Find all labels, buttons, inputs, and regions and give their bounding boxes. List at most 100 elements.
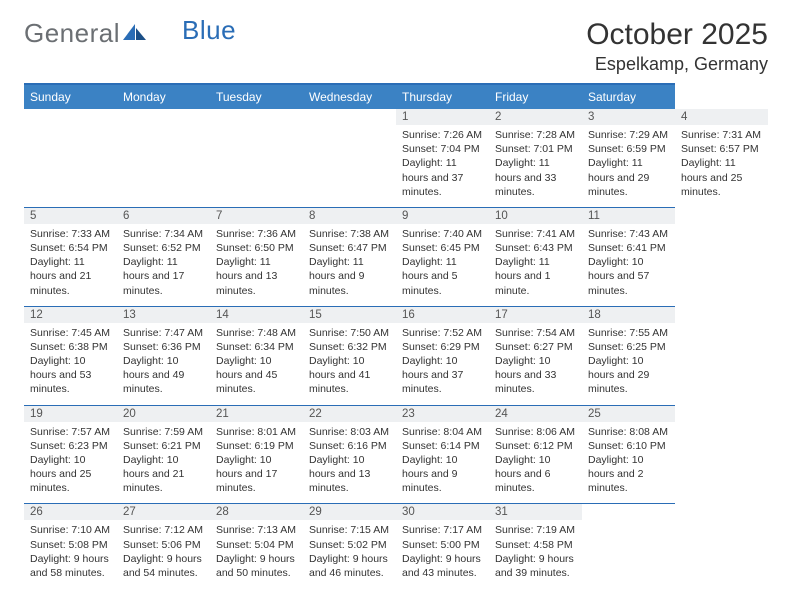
daynum-row: 19202122232425 — [24, 405, 768, 422]
col-thursday: Thursday — [396, 84, 489, 109]
day-number-cell — [582, 504, 675, 521]
day-content-cell: Sunrise: 7:57 AMSunset: 6:23 PMDaylight:… — [24, 422, 117, 504]
day-number-cell: 9 — [396, 207, 489, 224]
location: Espelkamp, Germany — [586, 54, 768, 75]
day-number-cell: 20 — [117, 405, 210, 422]
day-number-cell: 15 — [303, 306, 396, 323]
day-number-cell: 4 — [675, 109, 768, 125]
day-number-cell: 22 — [303, 405, 396, 422]
content-row: Sunrise: 7:10 AMSunset: 5:08 PMDaylight:… — [24, 520, 768, 588]
day-content-cell: Sunrise: 7:52 AMSunset: 6:29 PMDaylight:… — [396, 323, 489, 405]
day-content-cell: Sunrise: 7:38 AMSunset: 6:47 PMDaylight:… — [303, 224, 396, 306]
day-number-cell: 14 — [210, 306, 303, 323]
day-content-cell: Sunrise: 7:43 AMSunset: 6:41 PMDaylight:… — [582, 224, 675, 306]
day-number-cell: 30 — [396, 504, 489, 521]
day-content-cell: Sunrise: 7:26 AMSunset: 7:04 PMDaylight:… — [396, 125, 489, 207]
day-content-cell: Sunrise: 7:17 AMSunset: 5:00 PMDaylight:… — [396, 520, 489, 588]
day-content-cell: Sunrise: 7:48 AMSunset: 6:34 PMDaylight:… — [210, 323, 303, 405]
day-number-cell: 11 — [582, 207, 675, 224]
weekday-header-row: Sunday Monday Tuesday Wednesday Thursday… — [24, 84, 768, 109]
col-saturday: Saturday — [582, 84, 675, 109]
col-sunday: Sunday — [24, 84, 117, 109]
calendar-page: General Blue October 2025 Espelkamp, Ger… — [0, 0, 792, 606]
content-row: Sunrise: 7:26 AMSunset: 7:04 PMDaylight:… — [24, 125, 768, 207]
day-content-cell: Sunrise: 7:10 AMSunset: 5:08 PMDaylight:… — [24, 520, 117, 588]
day-content-cell: Sunrise: 7:34 AMSunset: 6:52 PMDaylight:… — [117, 224, 210, 306]
day-number-cell: 6 — [117, 207, 210, 224]
day-content-cell — [117, 125, 210, 207]
day-content-cell: Sunrise: 7:12 AMSunset: 5:06 PMDaylight:… — [117, 520, 210, 588]
day-number-cell: 1 — [396, 109, 489, 125]
day-content-cell — [582, 520, 675, 588]
day-content-cell: Sunrise: 7:45 AMSunset: 6:38 PMDaylight:… — [24, 323, 117, 405]
day-number-cell: 8 — [303, 207, 396, 224]
content-row: Sunrise: 7:33 AMSunset: 6:54 PMDaylight:… — [24, 224, 768, 306]
day-number-cell: 25 — [582, 405, 675, 422]
day-number-cell: 3 — [582, 109, 675, 125]
day-content-cell: Sunrise: 7:13 AMSunset: 5:04 PMDaylight:… — [210, 520, 303, 588]
day-content-cell: Sunrise: 7:19 AMSunset: 4:58 PMDaylight:… — [489, 520, 582, 588]
col-monday: Monday — [117, 84, 210, 109]
daynum-row: 1234 — [24, 109, 768, 125]
day-number-cell: 12 — [24, 306, 117, 323]
day-content-cell: Sunrise: 8:01 AMSunset: 6:19 PMDaylight:… — [210, 422, 303, 504]
day-content-cell — [303, 125, 396, 207]
day-number-cell: 7 — [210, 207, 303, 224]
day-number-cell — [117, 109, 210, 125]
day-content-cell: Sunrise: 7:28 AMSunset: 7:01 PMDaylight:… — [489, 125, 582, 207]
logo-sail-icon — [122, 18, 148, 49]
day-content-cell: Sunrise: 7:41 AMSunset: 6:43 PMDaylight:… — [489, 224, 582, 306]
day-number-cell: 31 — [489, 504, 582, 521]
day-content-cell: Sunrise: 7:31 AMSunset: 6:57 PMDaylight:… — [675, 125, 768, 207]
day-content-cell: Sunrise: 7:33 AMSunset: 6:54 PMDaylight:… — [24, 224, 117, 306]
daynum-row: 262728293031 — [24, 504, 768, 521]
day-number-cell: 5 — [24, 207, 117, 224]
day-number-cell: 10 — [489, 207, 582, 224]
col-tuesday: Tuesday — [210, 84, 303, 109]
logo: General Blue — [24, 18, 236, 49]
day-content-cell: Sunrise: 7:50 AMSunset: 6:32 PMDaylight:… — [303, 323, 396, 405]
header: General Blue October 2025 Espelkamp, Ger… — [24, 18, 768, 75]
day-number-cell: 18 — [582, 306, 675, 323]
day-content-cell — [24, 125, 117, 207]
day-number-cell: 2 — [489, 109, 582, 125]
day-content-cell: Sunrise: 8:06 AMSunset: 6:12 PMDaylight:… — [489, 422, 582, 504]
day-number-cell — [303, 109, 396, 125]
day-number-cell: 28 — [210, 504, 303, 521]
day-content-cell: Sunrise: 7:40 AMSunset: 6:45 PMDaylight:… — [396, 224, 489, 306]
day-content-cell: Sunrise: 7:15 AMSunset: 5:02 PMDaylight:… — [303, 520, 396, 588]
day-number-cell: 27 — [117, 504, 210, 521]
day-content-cell: Sunrise: 7:47 AMSunset: 6:36 PMDaylight:… — [117, 323, 210, 405]
col-friday: Friday — [489, 84, 582, 109]
day-content-cell: Sunrise: 7:59 AMSunset: 6:21 PMDaylight:… — [117, 422, 210, 504]
day-content-cell — [210, 125, 303, 207]
col-wednesday: Wednesday — [303, 84, 396, 109]
day-content-cell: Sunrise: 7:55 AMSunset: 6:25 PMDaylight:… — [582, 323, 675, 405]
title-block: October 2025 Espelkamp, Germany — [586, 18, 768, 75]
content-row: Sunrise: 7:57 AMSunset: 6:23 PMDaylight:… — [24, 422, 768, 504]
day-number-cell: 26 — [24, 504, 117, 521]
day-content-cell: Sunrise: 8:04 AMSunset: 6:14 PMDaylight:… — [396, 422, 489, 504]
day-content-cell: Sunrise: 8:03 AMSunset: 6:16 PMDaylight:… — [303, 422, 396, 504]
calendar-table: Sunday Monday Tuesday Wednesday Thursday… — [24, 83, 768, 588]
daynum-row: 567891011 — [24, 207, 768, 224]
day-number-cell: 16 — [396, 306, 489, 323]
day-number-cell — [210, 109, 303, 125]
day-number-cell: 13 — [117, 306, 210, 323]
day-number-cell: 24 — [489, 405, 582, 422]
day-number-cell — [24, 109, 117, 125]
month-title: October 2025 — [586, 18, 768, 52]
day-number-cell: 23 — [396, 405, 489, 422]
day-number-cell: 17 — [489, 306, 582, 323]
day-content-cell: Sunrise: 7:54 AMSunset: 6:27 PMDaylight:… — [489, 323, 582, 405]
content-row: Sunrise: 7:45 AMSunset: 6:38 PMDaylight:… — [24, 323, 768, 405]
day-number-cell: 19 — [24, 405, 117, 422]
day-number-cell: 29 — [303, 504, 396, 521]
day-content-cell: Sunrise: 7:36 AMSunset: 6:50 PMDaylight:… — [210, 224, 303, 306]
day-content-cell: Sunrise: 8:08 AMSunset: 6:10 PMDaylight:… — [582, 422, 675, 504]
day-number-cell: 21 — [210, 405, 303, 422]
logo-text-2: Blue — [182, 15, 236, 46]
daynum-row: 12131415161718 — [24, 306, 768, 323]
logo-text-1: General — [24, 18, 120, 49]
day-content-cell: Sunrise: 7:29 AMSunset: 6:59 PMDaylight:… — [582, 125, 675, 207]
